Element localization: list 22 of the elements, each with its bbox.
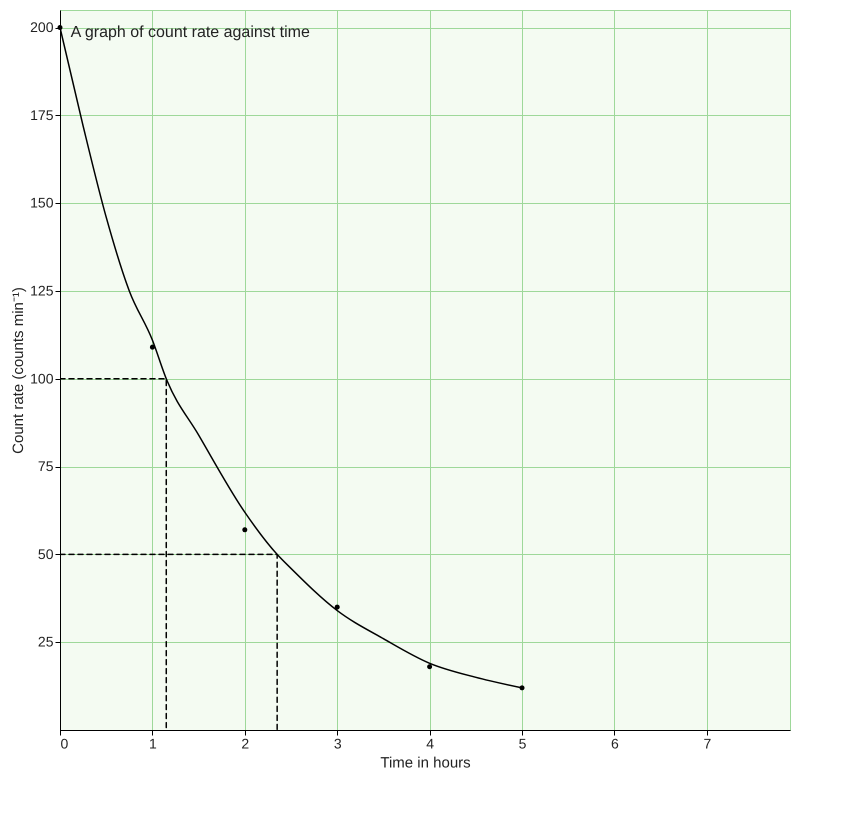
text: A graph of count rate against time xyxy=(70,24,310,41)
x-tick-label: 2 xyxy=(241,736,250,752)
y-axis-title: Count rate (counts min⁻¹) xyxy=(10,287,28,454)
x-tick-label: 5 xyxy=(518,736,527,752)
y-tick-label: 200 xyxy=(30,19,54,36)
x-axis-title: Time in hours xyxy=(380,754,471,772)
y-tick-label: 75 xyxy=(38,458,54,474)
x-tick-label: 4 xyxy=(426,736,434,752)
point xyxy=(242,527,248,532)
y-tick-label: 100 xyxy=(30,370,54,386)
x-tick-label: 1 xyxy=(149,736,158,752)
x-tick-label: 0 xyxy=(60,736,68,752)
x-tick-label: 7 xyxy=(703,736,712,752)
y-tick-label: 50 xyxy=(38,546,54,562)
x-tick-label: 3 xyxy=(334,736,342,752)
point xyxy=(334,604,340,610)
x-tick-label: 6 xyxy=(611,736,620,752)
point xyxy=(427,664,432,670)
y-tick-label: 150 xyxy=(30,194,54,211)
y-tick-label: 175 xyxy=(30,106,54,123)
y-tick-label: 125 xyxy=(30,282,54,298)
y-tick-label: 25 xyxy=(38,634,54,650)
